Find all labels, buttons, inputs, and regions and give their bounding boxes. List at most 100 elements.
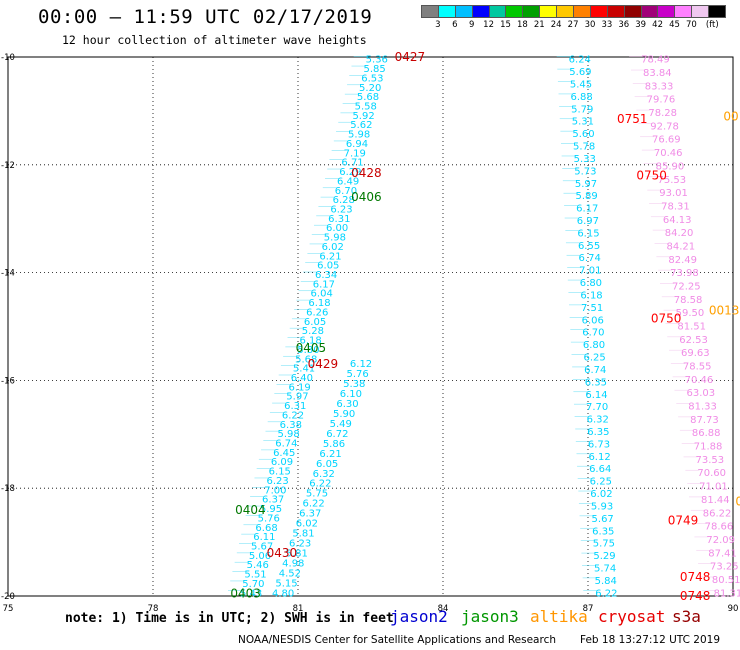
color-scale-labels: 3 6 9 12 15 18 21 24 27 30 33 36 39 42 45 70 (ft) <box>421 20 731 34</box>
swh-value-label: 6.17 <box>576 204 598 215</box>
y-tick-label: -12 <box>1 161 15 171</box>
swh-value-label: 6.28 <box>333 195 355 206</box>
swh-value-label: 69.63 <box>681 348 710 359</box>
swh-value-label: 6.37 <box>299 509 321 520</box>
swh-value-label: 6.18 <box>580 290 602 301</box>
pass-time-label: 0749 <box>668 514 699 528</box>
swh-value-label: 79.76 <box>647 95 676 106</box>
swh-value-label: 4.98 <box>282 558 304 569</box>
swh-value-label: 5.97 <box>575 179 597 190</box>
y-tick-label: -18 <box>1 484 15 494</box>
swh-value-label: 5.51 <box>244 570 266 581</box>
swh-value-label: 7.00 <box>264 485 286 496</box>
swh-value-label: 6.10 <box>340 389 362 400</box>
pass-time-label: 0405 <box>296 341 327 355</box>
pass-time-label: 0428 <box>351 166 382 180</box>
swh-value-label: 6.22 <box>302 499 324 510</box>
colorbar-label: 3 <box>435 20 441 30</box>
x-tick-label: 87 <box>583 604 594 614</box>
units-note: note: 1) Time is in UTC; 2) SWH is in fe… <box>65 611 394 626</box>
swh-value-label: 71.01 <box>699 482 728 493</box>
swh-value-label: 6.64 <box>589 464 611 475</box>
swh-value-label: 5.73 <box>574 166 596 177</box>
legend-item-altika: altika <box>530 607 588 626</box>
swh-value-label: 6.26 <box>306 307 328 318</box>
colorbar-label: 42 <box>652 20 664 30</box>
swh-value-label: 78.31 <box>661 201 690 212</box>
swh-value-label: 92.78 <box>650 121 679 132</box>
colorbar-label: 27 <box>567 20 579 30</box>
swh-value-label: 5.38 <box>343 379 365 390</box>
pass-time-label: 0427 <box>395 50 426 64</box>
swh-value-label: 6.24 <box>569 55 591 66</box>
swh-value-label: 6.88 <box>571 92 593 103</box>
pass-time-label: 0748 <box>680 589 711 603</box>
swh-value-label: 6.32 <box>313 469 335 480</box>
swh-value-label: 5.60 <box>572 129 594 140</box>
swh-value-label: 5.30 <box>297 345 319 356</box>
swh-value-label: 5.98 <box>277 429 299 440</box>
swh-value-label: 6.74 <box>275 439 297 450</box>
swh-value-label: 6.31 <box>284 401 306 412</box>
swh-value-label: 70.60 <box>697 468 726 479</box>
swh-value-label: 6.70 <box>335 186 357 197</box>
pass-time-label: 0429 <box>308 357 339 371</box>
swh-value-label: 6.19 <box>289 382 311 393</box>
swh-value-label: 6.23 <box>266 476 288 487</box>
color-scale-bar <box>421 5 727 18</box>
swh-value-label: 6.80 <box>580 278 602 289</box>
swh-value-label: 93.01 <box>659 188 688 199</box>
chart-title: 00:00 – 11:59 UTC 02/17/2019 <box>38 6 373 28</box>
swh-value-label: 5.92 <box>352 111 374 122</box>
swh-value-label: 6.25 <box>584 353 606 364</box>
swh-value-label: 5.46 <box>247 560 269 571</box>
swh-value-label: 72.25 <box>672 281 701 292</box>
swh-value-label: 5.68 <box>295 354 317 365</box>
swh-value-label: 78.28 <box>648 108 677 119</box>
y-tick-label: -20 <box>1 592 15 602</box>
swh-value-label: 6.34 <box>315 270 337 281</box>
swh-value-label: 6.25 <box>590 477 612 488</box>
swh-value-label: 72.09 <box>706 535 735 546</box>
credit-text: NOAA/NESDIS Center for Satellite Applica… <box>238 634 556 646</box>
y-tick-label: -10 <box>1 53 15 63</box>
swh-value-label: 5.29 <box>593 551 615 562</box>
swh-value-label: 78.58 <box>674 295 703 306</box>
swh-value-label: 73.53 <box>696 455 725 466</box>
pass-time-label: 0014 <box>723 109 740 123</box>
swh-value-label: 5.81 <box>292 529 314 540</box>
y-tick-label: -14 <box>1 269 15 279</box>
swh-value-label: 6.02 <box>296 519 318 530</box>
chart-subtitle: 12 hour collection of altimeter wave hei… <box>62 33 367 47</box>
swh-value-label: 6.06 <box>582 315 604 326</box>
swh-value-label: 70.46 <box>685 375 714 386</box>
swh-value-label: 6.00 <box>326 223 348 234</box>
swh-value-label: 5.33 <box>574 154 596 165</box>
colorbar-label: 45 <box>669 20 680 30</box>
swh-value-label: 6.40 <box>291 373 313 384</box>
swh-value-label: 5.28 <box>302 326 324 337</box>
swh-value-label: 6.05 <box>316 459 338 470</box>
swh-value-label: 5.70 <box>242 579 264 590</box>
swh-value-label: 81.44 <box>701 495 730 506</box>
swh-value-label: 5.79 <box>571 104 593 115</box>
swh-value-label: 80.51 <box>712 575 740 586</box>
swh-value-label: 6.23 <box>330 204 352 215</box>
swh-value-label: 59.50 <box>676 308 705 319</box>
timestamp-text: Feb 18 13:27:12 UTC 2019 <box>580 634 720 646</box>
swh-value-label: 87.41 <box>708 548 737 559</box>
swh-value-label: 6.37 <box>262 495 284 506</box>
swh-value-label: 5.97 <box>286 392 308 403</box>
swh-value-label: 5.69 <box>569 67 591 78</box>
swh-value-label: 7.01 <box>579 266 601 277</box>
swh-value-label: 6.97 <box>577 216 599 227</box>
pass-time-label: 0 <box>735 495 740 509</box>
pass-time-label: 0404 <box>235 503 266 517</box>
swh-value-label: 4.52 <box>279 568 301 579</box>
swh-value-label: 5.58 <box>355 102 377 113</box>
swh-value-label: 5.49 <box>330 419 352 430</box>
swh-value-label: 6.15 <box>577 228 599 239</box>
swh-value-label: 78.49 <box>641 55 670 66</box>
x-tick-label: 81 <box>293 604 304 614</box>
